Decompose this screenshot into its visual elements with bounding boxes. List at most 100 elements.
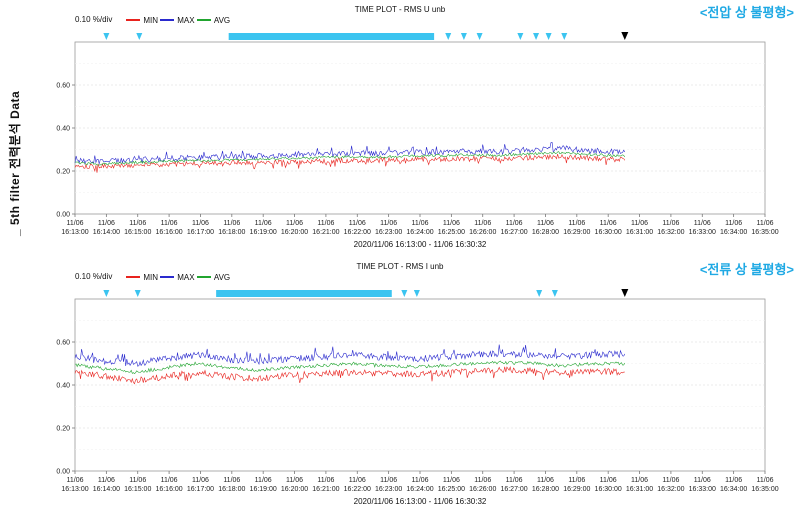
legend-swatch xyxy=(160,19,175,21)
svg-text:11/06: 11/06 xyxy=(600,477,617,484)
svg-text:11/06: 11/06 xyxy=(662,477,679,484)
legend-item-min: MIN xyxy=(126,273,158,282)
legend-swatch xyxy=(160,276,175,278)
time-plot-voltage: 0.00 0.20 0.40 0.60 11/06 16:13:00 11/06 16:14:… xyxy=(56,32,779,236)
svg-text:16:16:00: 16:16:00 xyxy=(155,229,182,236)
svg-text:16:34:00: 16:34:00 xyxy=(720,486,747,493)
legend-label: MIN xyxy=(143,15,159,25)
svg-text:16:17:00: 16:17:00 xyxy=(187,229,214,236)
voltage-unbalance-chart: TIME PLOT - RMS U unb <전압 상 불평형> 0.10 %/… xyxy=(0,2,800,255)
svg-text:16:25:00: 16:25:00 xyxy=(438,229,465,236)
svg-text:16:13:00: 16:13:00 xyxy=(61,486,88,493)
legend-label: AVG xyxy=(213,15,231,25)
svg-text:11/06: 11/06 xyxy=(537,477,554,484)
svg-text:16:17:00: 16:17:00 xyxy=(187,486,214,493)
svg-text:16:33:00: 16:33:00 xyxy=(689,229,716,236)
legend-item-max: MAX xyxy=(160,15,195,25)
svg-text:11/06: 11/06 xyxy=(98,220,115,227)
svg-text:11/06: 11/06 xyxy=(412,477,429,484)
svg-text:16:19:00: 16:19:00 xyxy=(250,229,277,236)
svg-text:16:21:00: 16:21:00 xyxy=(312,486,339,493)
svg-text:11/06: 11/06 xyxy=(98,477,115,484)
svg-text:11/06: 11/06 xyxy=(129,477,146,484)
svg-text:16:26:00: 16:26:00 xyxy=(469,229,496,236)
svg-text:16:32:00: 16:32:00 xyxy=(657,229,684,236)
legend-item-min: MIN xyxy=(126,16,158,25)
legend-label: AVG xyxy=(213,272,231,282)
svg-text:16:32:00: 16:32:00 xyxy=(657,486,684,493)
svg-text:11/06: 11/06 xyxy=(443,220,460,227)
svg-text:11/06: 11/06 xyxy=(412,220,429,227)
legend-label: MAX xyxy=(177,272,195,282)
svg-text:11/06: 11/06 xyxy=(757,477,774,484)
svg-text:11/06: 11/06 xyxy=(757,220,774,227)
svg-text:16:22:00: 16:22:00 xyxy=(344,229,371,236)
svg-text:0.60: 0.60 xyxy=(56,340,70,347)
svg-text:16:30:00: 16:30:00 xyxy=(595,486,622,493)
chart-legend: 0.10 %/div MIN MAX AVG xyxy=(75,271,230,282)
chart-caption: <전압 상 불평형> xyxy=(699,5,794,20)
svg-text:0.20: 0.20 xyxy=(56,169,70,176)
svg-text:11/06: 11/06 xyxy=(725,477,742,484)
svg-text:11/06: 11/06 xyxy=(286,220,303,227)
svg-text:16:25:00: 16:25:00 xyxy=(438,486,465,493)
svg-text:11/06: 11/06 xyxy=(349,477,366,484)
svg-text:16:27:00: 16:27:00 xyxy=(500,486,527,493)
svg-text:11/06: 11/06 xyxy=(380,220,397,227)
svg-text:11/06: 11/06 xyxy=(255,220,272,227)
svg-text:11/06: 11/06 xyxy=(380,477,397,484)
svg-text:16:20:00: 16:20:00 xyxy=(281,486,308,493)
legend-item-avg: AVG xyxy=(196,272,231,282)
legend-items: MIN MAX AVG xyxy=(126,271,230,282)
svg-text:11/06: 11/06 xyxy=(67,477,84,484)
svg-text:16:18:00: 16:18:00 xyxy=(218,486,245,493)
chart-title: TIME PLOT - RMS I unb xyxy=(356,262,444,271)
svg-text:0.00: 0.00 xyxy=(56,212,70,219)
scale-label: 0.10 %/div xyxy=(75,14,113,24)
svg-text:16:15:00: 16:15:00 xyxy=(124,486,151,493)
svg-text:16:13:00: 16:13:00 xyxy=(61,229,88,236)
legend-items: MIN MAX AVG xyxy=(126,14,230,25)
legend-label: MAX xyxy=(177,15,195,25)
svg-text:11/06: 11/06 xyxy=(67,220,84,227)
svg-text:11/06: 11/06 xyxy=(223,220,240,227)
svg-text:11/06: 11/06 xyxy=(631,220,648,227)
svg-text:11/06: 11/06 xyxy=(474,220,491,227)
legend-swatch xyxy=(126,276,141,278)
svg-text:11/06: 11/06 xyxy=(255,477,272,484)
svg-text:16:20:00: 16:20:00 xyxy=(281,229,308,236)
svg-text:16:35:00: 16:35:00 xyxy=(751,486,778,493)
chart-caption: <전류 상 불평형> xyxy=(699,262,794,277)
svg-text:0.40: 0.40 xyxy=(56,383,70,390)
svg-text:11/06: 11/06 xyxy=(192,220,209,227)
svg-text:11/06: 11/06 xyxy=(443,477,460,484)
svg-text:11/06: 11/06 xyxy=(317,477,334,484)
svg-text:16:14:00: 16:14:00 xyxy=(93,486,120,493)
chart-title: TIME PLOT - RMS U unb xyxy=(354,5,446,14)
svg-text:16:22:00: 16:22:00 xyxy=(344,486,371,493)
svg-text:11/06: 11/06 xyxy=(161,220,178,227)
svg-text:16:29:00: 16:29:00 xyxy=(563,486,590,493)
svg-text:11/06: 11/06 xyxy=(631,477,648,484)
svg-text:16:23:00: 16:23:00 xyxy=(375,486,402,493)
svg-text:11/06: 11/06 xyxy=(286,477,303,484)
svg-text:11/06: 11/06 xyxy=(317,220,334,227)
svg-text:16:24:00: 16:24:00 xyxy=(406,229,433,236)
legend-swatch xyxy=(196,19,211,21)
svg-text:11/06: 11/06 xyxy=(506,477,523,484)
legend-swatch xyxy=(126,19,141,21)
svg-text:11/06: 11/06 xyxy=(568,220,585,227)
svg-text:16:35:00: 16:35:00 xyxy=(751,229,778,236)
current-unbalance-chart: TIME PLOT - RMS I unb <전류 상 불평형> 0.10 %/… xyxy=(0,259,800,510)
legend-item-avg: AVG xyxy=(196,15,231,25)
chart-legend: 0.10 %/div MIN MAX AVG xyxy=(75,14,230,25)
time-plot-current: 0.00 0.20 0.40 0.60 11/06 16:13:00 11/06 16:14:… xyxy=(56,289,779,493)
svg-text:16:14:00: 16:14:00 xyxy=(93,229,120,236)
svg-text:16:27:00: 16:27:00 xyxy=(500,229,527,236)
svg-text:11/06: 11/06 xyxy=(537,220,554,227)
svg-text:16:33:00: 16:33:00 xyxy=(689,486,716,493)
svg-text:16:28:00: 16:28:00 xyxy=(532,229,559,236)
svg-text:16:28:00: 16:28:00 xyxy=(532,486,559,493)
svg-text:16:18:00: 16:18:00 xyxy=(218,229,245,236)
